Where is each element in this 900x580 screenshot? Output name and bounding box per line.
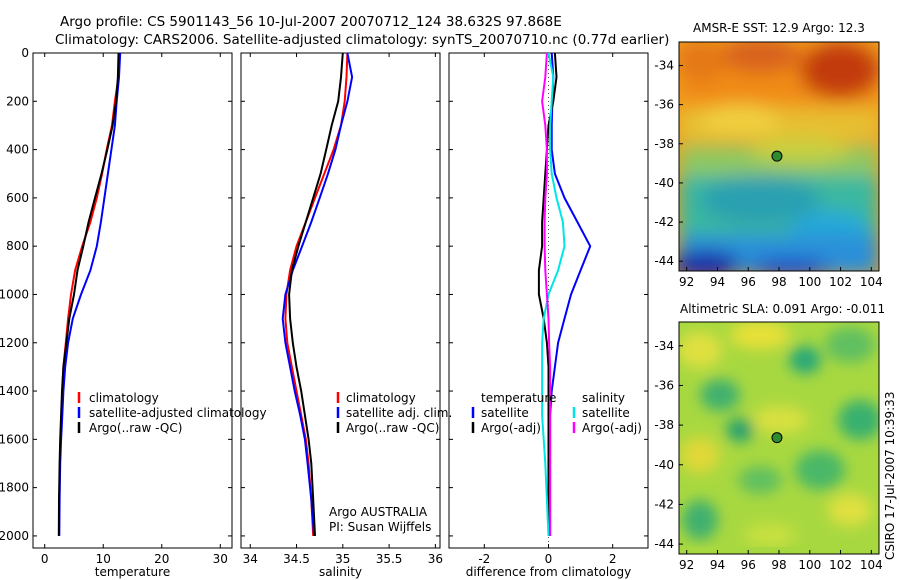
x-tick-label: 30 [213, 552, 228, 566]
map-y-tick-label: -44 [654, 537, 674, 551]
legend-label-argo: Argo(..raw -QC) [89, 421, 182, 435]
x-tick-label: -2 [478, 552, 490, 566]
series-line-argo-raw-qc [57, 52, 120, 536]
map-y-tick-label: -34 [654, 339, 674, 353]
figure-title-line1: Argo profile: CS 5901143_56 10-Jul-2007 … [60, 14, 562, 30]
y-tick-label: 600 [6, 191, 29, 205]
map-y-tick-label: -42 [654, 497, 674, 511]
argo-program-note: Argo AUSTRALIA [329, 505, 428, 519]
map-y-tick-label: -38 [654, 137, 674, 151]
map-x-tick-label: 102 [829, 275, 852, 289]
difference-legend: temperature satellite Argo(-adj) salinit… [471, 391, 642, 435]
x-tick-label: 10 [96, 552, 111, 566]
salinity-profile-panel: 34 34.5 35 35.5 36 salinity [240, 52, 443, 579]
map-y-tick-label: -40 [654, 176, 674, 190]
y-tick-label: 400 [6, 143, 29, 157]
map-x-tick-label: 100 [798, 275, 821, 289]
temperature-legend: climatology satellite-adjusted climatolo… [77, 391, 267, 435]
legend-label-sal-satellite: satellite [582, 406, 630, 420]
map-x-tick-label: 98 [771, 275, 786, 289]
y-tick-label: 200 [6, 94, 29, 108]
legend-label-satellite: satellite adj. clim. [346, 406, 452, 420]
temperature-profile-panel: 0 10 20 30 0 200 400 600 800 1000 1200 1400 1600 1800… [0, 46, 233, 579]
y-tick-label: 2000 [0, 529, 29, 543]
x-axis-label: temperature [95, 565, 170, 579]
legend-label-climatology: climatology [89, 391, 159, 405]
legend-heading-salinity: salinity [582, 391, 625, 405]
legend-label-temp-satellite: satellite [481, 406, 529, 420]
series-line-satellite-adj-clim [281, 52, 354, 536]
x-tick-label: 35.5 [376, 552, 403, 566]
map-y-tick-label: -44 [654, 254, 674, 268]
x-tick-label: 0 [545, 552, 553, 566]
series-line-argo-raw-qc [288, 52, 344, 536]
series-line-temperature-argo-adj [537, 52, 558, 536]
map-x-tick-label: 96 [741, 275, 756, 289]
map-x-tick-label: 94 [710, 558, 725, 572]
legend-label-climatology: climatology [346, 391, 416, 405]
legend-heading-temperature: temperature [481, 391, 556, 405]
map-x-tick-label: 104 [860, 558, 883, 572]
map-x-tick-label: 92 [679, 558, 694, 572]
map-y-tick-label: -36 [654, 378, 674, 392]
argo-location-marker [771, 150, 783, 162]
plot-frame [32, 52, 233, 549]
series-line-salinity-argo-adj [541, 52, 552, 536]
legend-label-sal-argo: Argo(-adj) [582, 421, 642, 435]
map-x-tick-label: 92 [679, 275, 694, 289]
x-tick-label: 36 [428, 552, 443, 566]
map-y-tick-label: -36 [654, 98, 674, 112]
map-x-tick-label: 100 [798, 558, 821, 572]
map-x-tick-label: 96 [741, 558, 756, 572]
sla-map-title: Altimetric SLA: 0.091 Argo: -0.011 [680, 302, 885, 316]
argo-location-marker [771, 432, 783, 444]
x-tick-label: 34 [243, 552, 258, 566]
map-y-tick-label: -38 [654, 418, 674, 432]
series-line-salinity-satellite [541, 52, 566, 536]
salinity-legend: climatology satellite adj. clim. Argo(..… [336, 391, 452, 435]
map-x-tick-label: 98 [771, 558, 786, 572]
y-tick-label: 1600 [0, 432, 29, 446]
x-tick-label: 2 [609, 552, 617, 566]
sst-map-title: AMSR-E SST: 12.9 Argo: 12.3 [693, 21, 865, 35]
map-y-tick-label: -42 [654, 215, 674, 229]
x-tick-label: 20 [154, 552, 169, 566]
sst-map-axes: 92 94 96 98 100 102 104 -34 -36 -38 -40 -42 -44 [654, 58, 882, 289]
legend-label-argo: Argo(..raw -QC) [346, 421, 439, 435]
y-tick-label: 800 [6, 239, 29, 253]
x-axis-label: salinity [319, 565, 362, 579]
y-tick-label: 1200 [0, 336, 29, 350]
legend-label-temp-argo: Argo(-adj) [481, 421, 541, 435]
y-tick-label: 1400 [0, 384, 29, 398]
x-tick-label: 34.5 [283, 552, 310, 566]
footer-timestamp: CSIRO 17-Jul-2007 10:39:33 [883, 392, 897, 560]
map-y-tick-label: -40 [654, 458, 674, 472]
legend-label-satellite: satellite-adjusted climatology [89, 406, 267, 420]
y-tick-label: 0 [21, 46, 29, 60]
y-tick-label: 1000 [0, 287, 29, 301]
map-x-tick-label: 104 [860, 275, 883, 289]
sla-map-axes: 92 94 96 98 100 102 104 -34 -36 -38 -40 -42 -44 [654, 339, 882, 572]
y-tick-label: 1800 [0, 481, 29, 495]
map-x-tick-label: 94 [710, 275, 725, 289]
x-tick-label: 35 [335, 552, 350, 566]
x-tick-label: 0 [41, 552, 49, 566]
figure-title-line2: Climatology: CARS2006. Satellite-adjuste… [55, 32, 669, 48]
argo-pi-note: PI: Susan Wijffels [329, 520, 431, 534]
map-y-tick-label: -34 [654, 58, 674, 72]
plot-frame [240, 52, 441, 549]
map-x-tick-label: 102 [829, 558, 852, 572]
x-axis-label: difference from climatology [466, 565, 632, 579]
